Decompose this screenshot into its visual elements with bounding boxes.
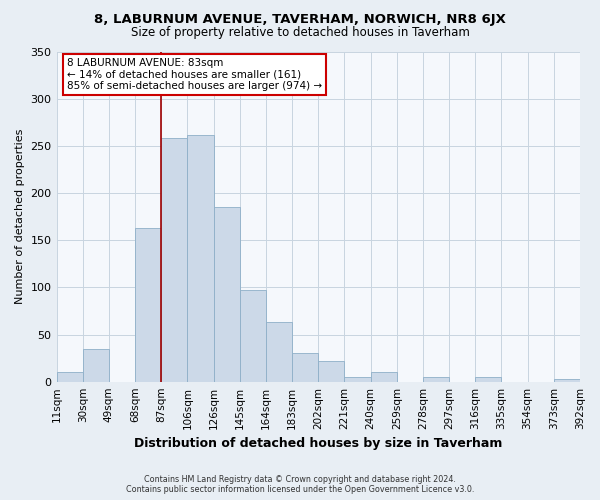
- Bar: [56, 372, 83, 382]
- Bar: [344, 377, 371, 382]
- Bar: [214, 207, 240, 382]
- X-axis label: Distribution of detached houses by size in Taverham: Distribution of detached houses by size …: [134, 437, 502, 450]
- Bar: [266, 322, 292, 382]
- Bar: [318, 361, 344, 382]
- Bar: [423, 377, 449, 382]
- Text: Contains HM Land Registry data © Crown copyright and database right 2024.
Contai: Contains HM Land Registry data © Crown c…: [126, 474, 474, 494]
- Bar: [161, 138, 187, 382]
- Text: Size of property relative to detached houses in Taverham: Size of property relative to detached ho…: [131, 26, 469, 39]
- Bar: [240, 290, 266, 382]
- Text: 8 LABURNUM AVENUE: 83sqm
← 14% of detached houses are smaller (161)
85% of semi-: 8 LABURNUM AVENUE: 83sqm ← 14% of detach…: [67, 58, 322, 92]
- Bar: [475, 377, 502, 382]
- Bar: [187, 134, 214, 382]
- Y-axis label: Number of detached properties: Number of detached properties: [15, 129, 25, 304]
- Bar: [135, 228, 161, 382]
- Bar: [554, 379, 580, 382]
- Text: 8, LABURNUM AVENUE, TAVERHAM, NORWICH, NR8 6JX: 8, LABURNUM AVENUE, TAVERHAM, NORWICH, N…: [94, 12, 506, 26]
- Bar: [371, 372, 397, 382]
- Bar: [83, 348, 109, 382]
- Bar: [292, 354, 318, 382]
